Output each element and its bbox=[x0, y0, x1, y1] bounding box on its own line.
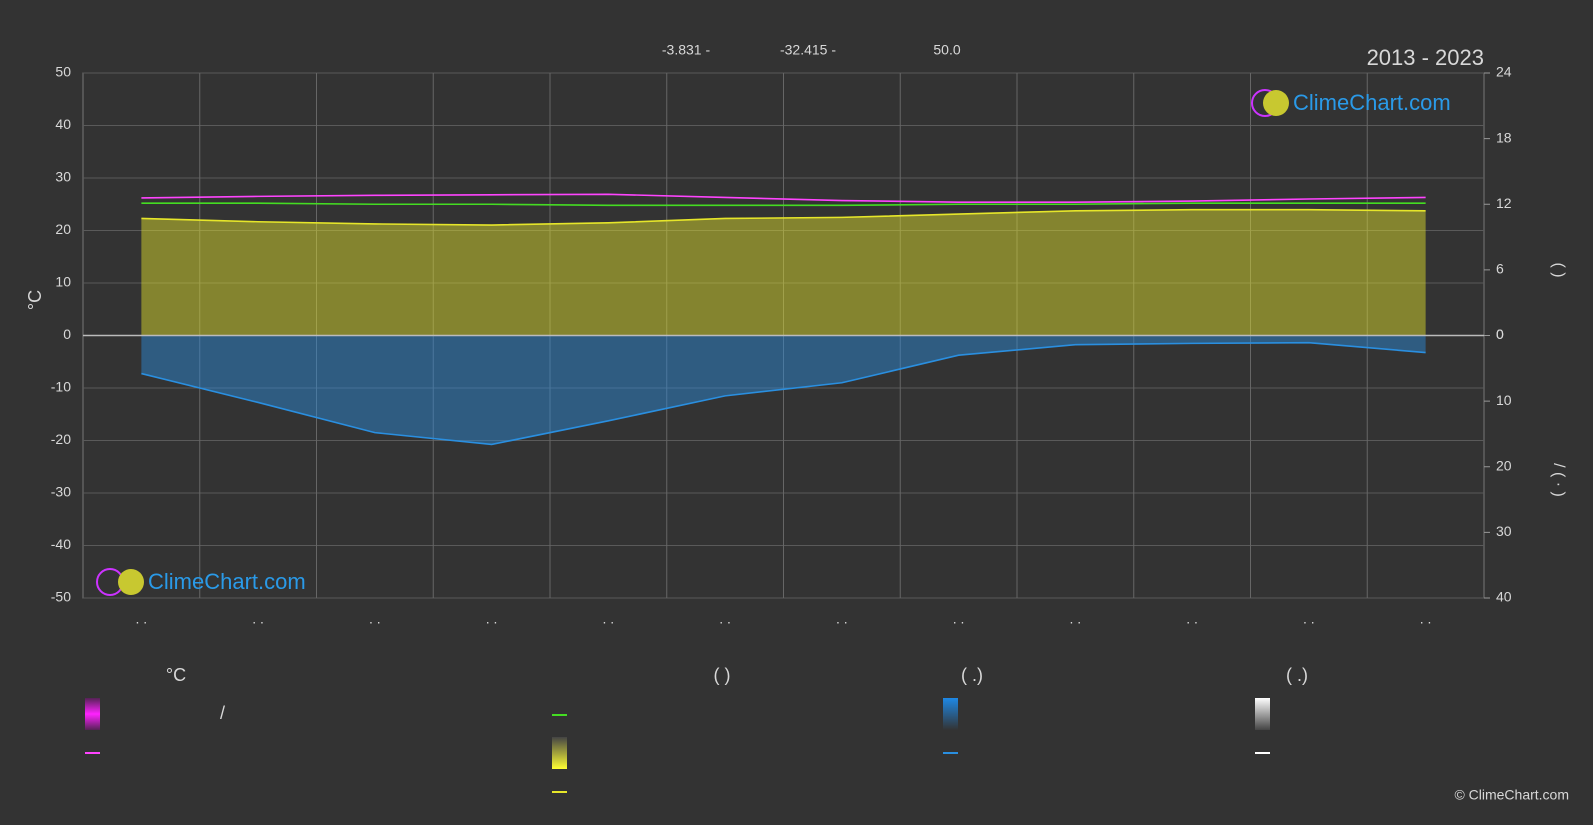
legend-text: / bbox=[220, 703, 225, 723]
y-tick-label: 50 bbox=[55, 64, 71, 80]
y-tick-label: 30 bbox=[55, 169, 71, 185]
y2-tick-label: 6 bbox=[1496, 261, 1504, 277]
x-tick-label: . . bbox=[1420, 611, 1432, 627]
y3-tick-label: 20 bbox=[1496, 457, 1512, 473]
legend-swatch bbox=[552, 737, 567, 769]
y-tick-label: 20 bbox=[55, 221, 71, 237]
logo: ClimeChart.com bbox=[96, 568, 306, 596]
y3-tick-label: 0 bbox=[1496, 326, 1504, 342]
logo-sun bbox=[1263, 90, 1289, 116]
x-tick-label: . . bbox=[252, 611, 264, 627]
x-tick-label: . . bbox=[1303, 611, 1315, 627]
series-line bbox=[141, 202, 1426, 207]
y3-tick-label: 30 bbox=[1496, 523, 1512, 539]
series-line bbox=[141, 341, 1426, 446]
x-tick-label: . . bbox=[1186, 611, 1198, 627]
series-line bbox=[141, 208, 1426, 226]
legend-swatch bbox=[943, 698, 958, 730]
y2-tick-label: 0 bbox=[1496, 326, 1504, 342]
y-tick-label: 40 bbox=[55, 116, 71, 132]
legend-swatch bbox=[1255, 698, 1270, 730]
y3-tick-label: 40 bbox=[1496, 589, 1512, 605]
y2-tick-label: 24 bbox=[1496, 64, 1512, 80]
y-tick-label: -20 bbox=[51, 431, 71, 447]
legend-header: ( .) bbox=[961, 665, 983, 685]
area bbox=[141, 209, 1426, 336]
y-axis-label: °C bbox=[25, 290, 45, 310]
logo-sun bbox=[118, 569, 144, 595]
logo: ClimeChart.com bbox=[1251, 89, 1451, 117]
x-tick-label: . . bbox=[836, 611, 848, 627]
brand: ClimeChart.com bbox=[148, 569, 306, 594]
chart-title: 2013 - 2023 bbox=[1367, 45, 1484, 70]
y-tick-label: 10 bbox=[55, 274, 71, 290]
legend-header: ( ) bbox=[714, 665, 731, 685]
x-tick-label: . . bbox=[369, 611, 381, 627]
legend-swatch bbox=[85, 698, 100, 730]
x-tick-label: . . bbox=[1070, 611, 1082, 627]
x-tick-label: . . bbox=[719, 611, 731, 627]
y-tick-label: -40 bbox=[51, 536, 71, 552]
annotation: 50.0 bbox=[933, 42, 960, 58]
brand: ClimeChart.com bbox=[1293, 90, 1451, 115]
plot: -50-40-30-20-100102030405006121824010203… bbox=[51, 64, 1512, 627]
area bbox=[141, 335, 1426, 445]
y-tick-label: -50 bbox=[51, 589, 71, 605]
series-line bbox=[141, 193, 1426, 203]
y3-tick-label: 10 bbox=[1496, 392, 1512, 408]
copyright: © ClimeChart.com bbox=[1454, 787, 1569, 803]
y2-tick-label: 12 bbox=[1496, 195, 1512, 211]
y-tick-label: -10 bbox=[51, 379, 71, 395]
annotation: -32.415 - bbox=[780, 42, 836, 58]
legend-header: ( .) bbox=[1286, 665, 1308, 685]
y-tick-label: 0 bbox=[63, 326, 71, 342]
annotation: -3.831 - bbox=[662, 42, 711, 58]
x-tick-label: . . bbox=[486, 611, 498, 627]
y3-axis-label: / ( · ) bbox=[1550, 463, 1567, 497]
y-tick-label: -30 bbox=[51, 484, 71, 500]
y2-tick-label: 18 bbox=[1496, 129, 1512, 145]
x-tick-label: . . bbox=[953, 611, 965, 627]
legend-header: °C bbox=[166, 665, 186, 685]
x-tick-label: . . bbox=[603, 611, 615, 627]
y2-axis-label: ( ) bbox=[1550, 262, 1567, 277]
x-tick-label: . . bbox=[136, 611, 148, 627]
